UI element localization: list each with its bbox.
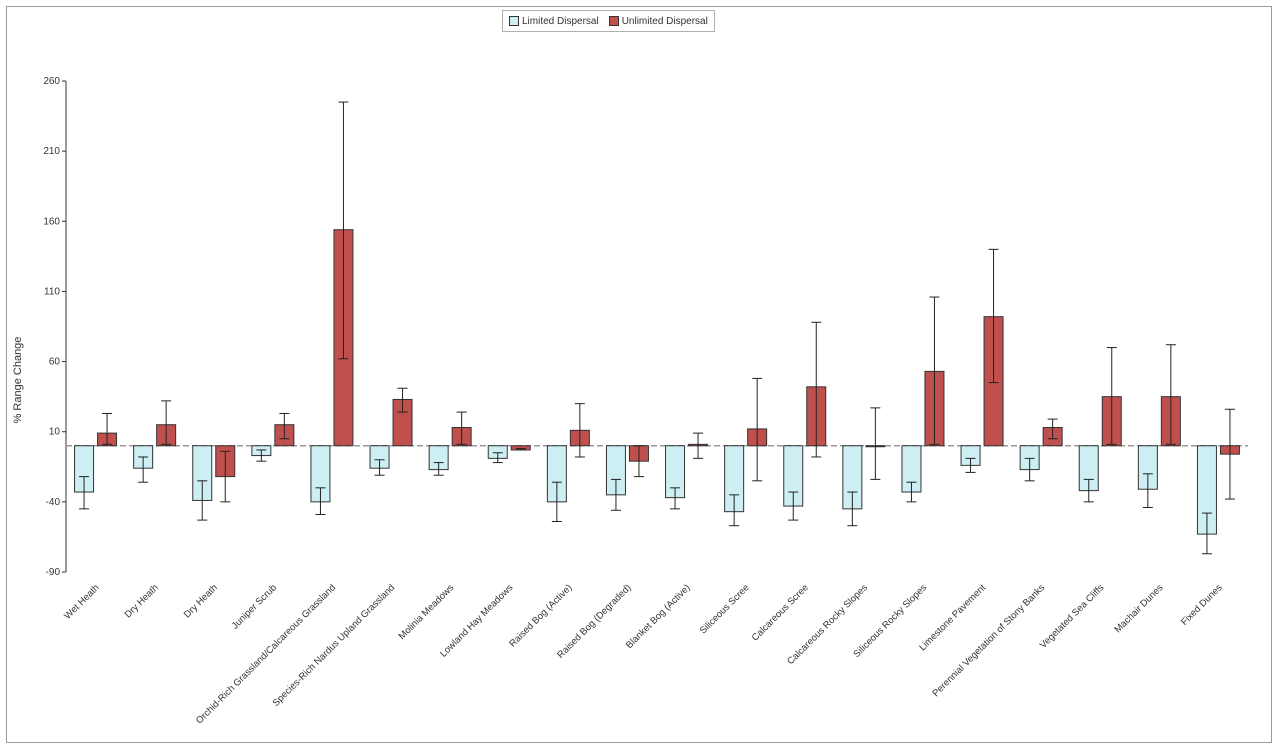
category-label: Juniper Scrub (230, 582, 279, 631)
category-label: Wet Heath (62, 582, 101, 621)
legend-item-unlimited: Unlimited Dispersal (608, 15, 708, 27)
y-tick-label: 60 (49, 357, 61, 368)
category-label: Vegetated Sea Cliffs (1038, 582, 1107, 651)
legend-swatch-unlimited (608, 16, 619, 26)
legend-label-unlimited: Unlimited Dispersal (621, 15, 708, 27)
category-label: Limestone Pavement (917, 582, 988, 653)
legend-label-limited: Limited Dispersal (522, 15, 599, 27)
category-label: Species-Rich Nardus Upland Grassland (271, 582, 398, 709)
category-label: Raised Bog (Active) (507, 582, 574, 649)
y-tick-label: -40 (46, 497, 61, 508)
y-tick-label: 10 (49, 427, 61, 438)
chart-frame (6, 6, 1272, 743)
y-tick-label: 210 (43, 146, 60, 157)
category-label: Molinia Meadows (397, 582, 457, 642)
category-label: Perennial Vegetation of Stony Banks (930, 582, 1047, 699)
legend: Limited Dispersal Unlimited Dispersal (502, 10, 715, 32)
legend-item-limited: Limited Dispersal (509, 16, 599, 27)
y-axis-title: % Range Change (12, 337, 24, 424)
category-label: Siliceous Scree (698, 582, 752, 636)
category-label: Dry Heath (182, 582, 220, 620)
category-label: Calcareous Scree (750, 582, 811, 643)
y-tick-label: 110 (44, 286, 60, 297)
y-tick-label: 260 (43, 76, 60, 87)
category-label: Machair Dunes (1113, 582, 1166, 635)
category-label: Fixed Dunes (1179, 582, 1225, 628)
category-label: Dry Heath (123, 582, 161, 620)
y-tick-label: -90 (46, 567, 61, 578)
y-tick-label: 160 (43, 216, 60, 227)
category-label: Blanket Bog (Active) (624, 582, 693, 651)
legend-swatch-limited (509, 16, 519, 26)
